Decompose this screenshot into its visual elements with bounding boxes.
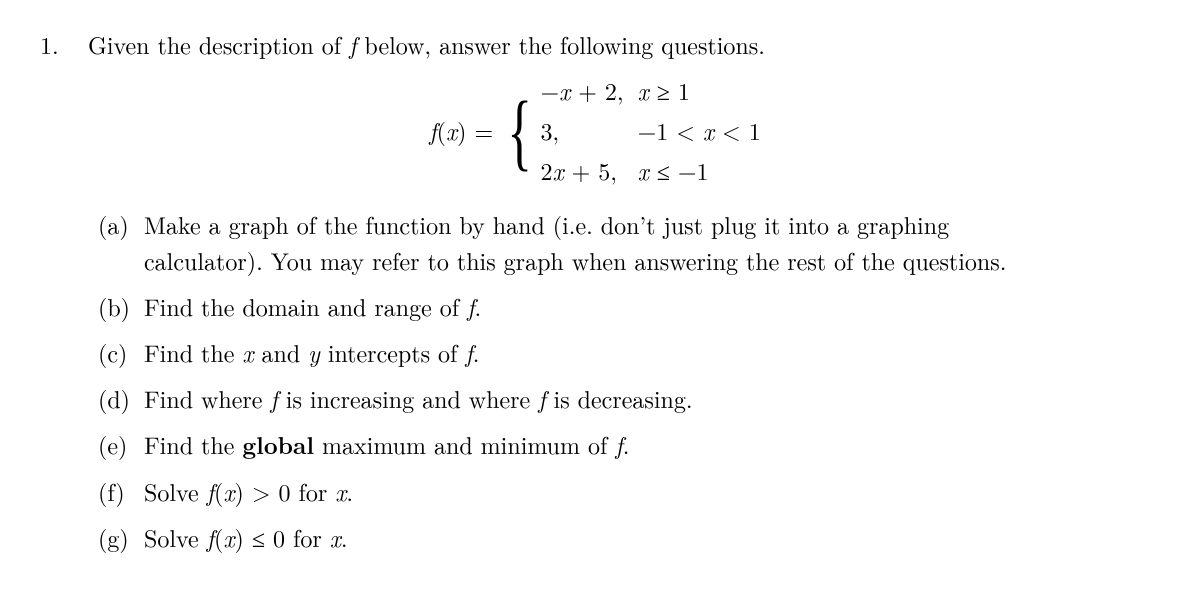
part-b: (b) Find the domain and range of f. <box>98 288 1160 324</box>
text-pre: Find the <box>144 335 242 369</box>
prompt-post: below, answer the following questions. <box>356 27 764 61</box>
text-pre: Solve <box>144 520 207 554</box>
expr-pre: 2 <box>540 153 552 187</box>
rel-text: > 0 for <box>244 474 335 508</box>
expr-post: + 5, <box>564 153 617 187</box>
part-label: (d) <box>98 380 144 416</box>
part-label: (g) <box>98 519 144 555</box>
rel-text: ≤ 0 for <box>244 520 330 554</box>
case-expr: 2x + 5, <box>536 150 633 190</box>
cond-x: x <box>703 113 714 147</box>
text-post: is decreasing. <box>546 381 693 415</box>
expr-post: 3, <box>540 113 559 147</box>
part-label: (a) <box>98 206 144 242</box>
text-post: . <box>341 520 348 554</box>
problem-prompt: Given the description of f below, answer… <box>88 26 1160 62</box>
f-var: f <box>538 381 545 415</box>
table-row: 3, −1 < x < 1 <box>536 110 770 150</box>
prompt-pre: Given the description of <box>88 27 349 61</box>
f-var: f <box>467 289 474 323</box>
x-var: x <box>335 474 346 508</box>
text-pre: Find the domain and range of <box>144 289 467 323</box>
table-row: −x + 2, x ≥ 1 <box>536 70 770 110</box>
f-var: f <box>207 520 214 554</box>
page: 1. Given the description of f below, ans… <box>0 0 1200 591</box>
part-label: (c) <box>98 334 144 370</box>
subparts-list: (a) Make a graph of the function by hand… <box>98 206 1160 555</box>
text-post: . <box>346 474 353 508</box>
text-post1: maximum and minimum of <box>314 427 615 461</box>
f-var: f <box>207 474 214 508</box>
text-post2: . <box>473 335 480 369</box>
case-expr: 3, <box>536 110 633 150</box>
part-e-text: Find the global maximum and minimum of f… <box>144 426 1160 463</box>
part-d-text: Find where f is increasing and where f i… <box>144 380 1160 416</box>
part-c-text: Find the x and y intercepts of f. <box>144 334 1160 370</box>
part-c: (c) Find the x and y intercepts of f. <box>98 334 1160 370</box>
fx-label: f(x) = <box>429 112 493 148</box>
part-d: (d) Find where f is increasing and where… <box>98 380 1160 416</box>
x-var: x <box>223 520 234 554</box>
x-var: x <box>242 335 253 369</box>
eq-symbol: = <box>474 113 493 147</box>
x-var: x <box>330 520 341 554</box>
text-pre: Find where <box>144 381 270 415</box>
cond-rel: ≤ −1 <box>649 153 709 187</box>
cases-table: −x + 2, x ≥ 1 3, −1 < x < 1 2x + 5, x ≤ … <box>536 70 770 190</box>
problem-number: 1. <box>40 26 88 62</box>
part-f: (f) Solve f(x) > 0 for x. <box>98 473 1160 509</box>
piecewise-definition: f(x) = { −x + 2, x ≥ 1 3, −1 < x < 1 2x … <box>40 70 1160 190</box>
text-pre: Find the <box>144 427 242 461</box>
part-b-text: Find the domain and range of f. <box>144 288 1160 324</box>
part-f-text: Solve f(x) > 0 for x. <box>144 473 1160 509</box>
text-post: . <box>475 289 482 323</box>
cond-rel: ≥ 1 <box>649 73 690 107</box>
part-a: (a) Make a graph of the function by hand… <box>98 206 1160 278</box>
part-a-line1: Make a graph of the function by hand (i.… <box>144 207 949 241</box>
expr-x: x <box>552 153 563 187</box>
cond-rel: < 1 <box>714 113 761 147</box>
cond-x: x <box>638 73 649 107</box>
f-symbol: f <box>429 113 436 147</box>
f-var: f <box>615 427 622 461</box>
part-label: (e) <box>98 426 144 462</box>
cond-pre: −1 < <box>638 113 703 147</box>
expr-pre: − <box>540 73 559 107</box>
case-cond: −1 < x < 1 <box>634 110 771 150</box>
problem-heading: 1. Given the description of f below, ans… <box>40 26 1160 62</box>
bold-word: global <box>242 428 314 462</box>
left-brace-icon: { <box>507 88 532 174</box>
text-post2: . <box>623 427 630 461</box>
expr-x: x <box>559 73 570 107</box>
part-a-text: Make a graph of the function by hand (i.… <box>144 206 1160 278</box>
part-e: (e) Find the global maximum and minimum … <box>98 426 1160 463</box>
part-label: (b) <box>98 288 144 324</box>
expr-post: + 2, <box>570 73 623 107</box>
part-a-line2: calculator). You may refer to this graph… <box>144 243 1006 277</box>
cond-x: x <box>638 153 649 187</box>
part-label: (f) <box>98 473 144 509</box>
case-expr: −x + 2, <box>536 70 633 110</box>
part-g: (g) Solve f(x) ≤ 0 for x. <box>98 519 1160 555</box>
table-row: 2x + 5, x ≤ −1 <box>536 150 770 190</box>
x-var: x <box>223 474 234 508</box>
text-mid: and <box>254 335 309 369</box>
case-cond: x ≥ 1 <box>634 70 771 110</box>
text-mid: is increasing and where <box>278 381 538 415</box>
part-g-text: Solve f(x) ≤ 0 for x. <box>144 519 1160 555</box>
f-var: f <box>465 335 472 369</box>
f-var: f <box>270 381 277 415</box>
equation-inline: f(x) = { −x + 2, x ≥ 1 3, −1 < x < 1 2x … <box>429 70 770 190</box>
case-cond: x ≤ −1 <box>634 150 771 190</box>
y-var: y <box>308 335 320 369</box>
text-pre: Solve <box>144 474 207 508</box>
x-symbol: x <box>446 113 457 147</box>
text-post1: intercepts of <box>320 335 466 369</box>
